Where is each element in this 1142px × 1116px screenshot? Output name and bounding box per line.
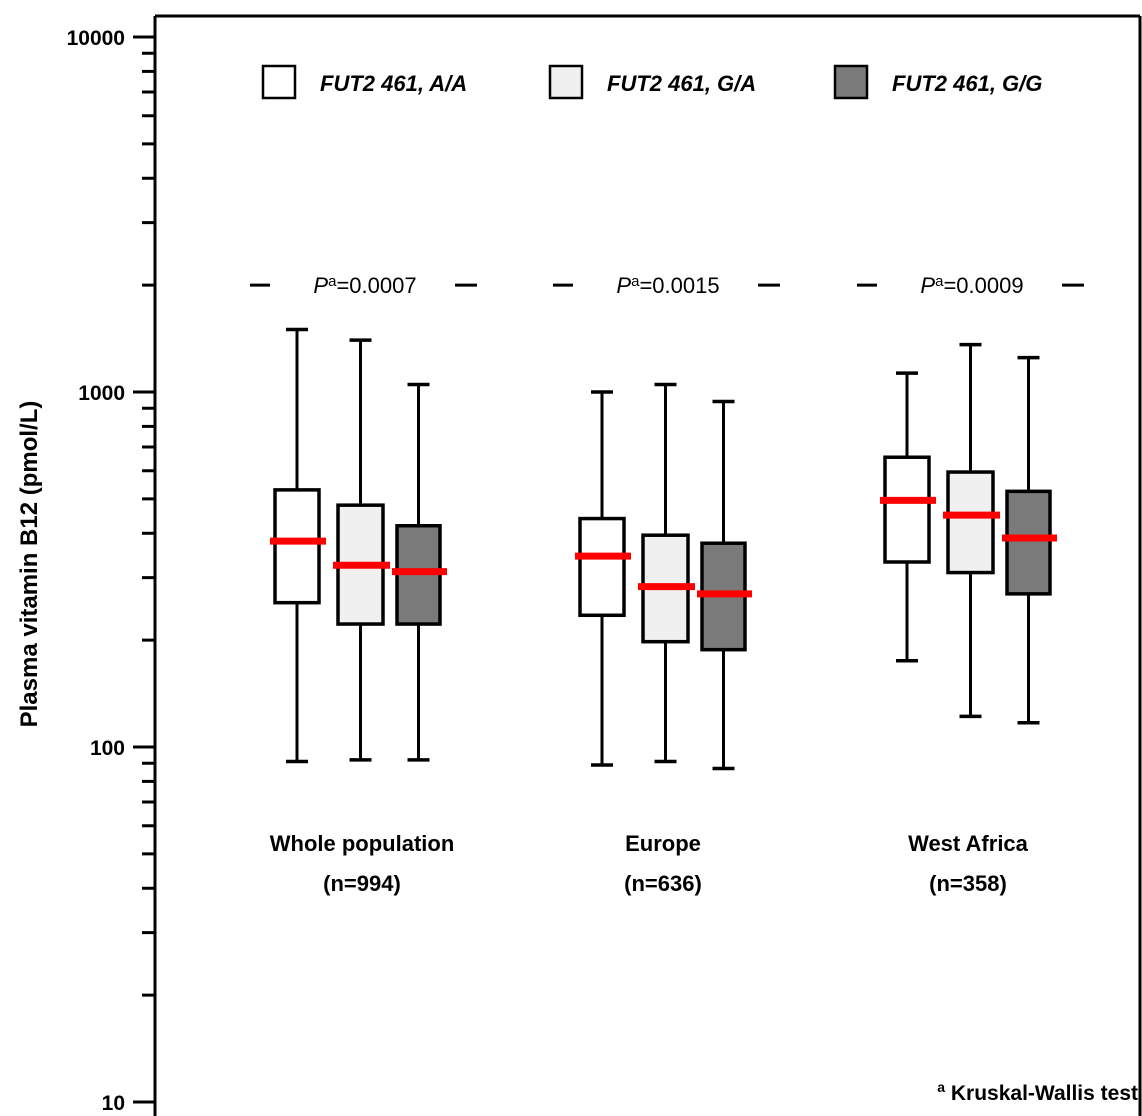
group-label-line2: (n=636) [624, 871, 702, 896]
legend-swatch [548, 64, 584, 100]
iqr-box [1005, 489, 1052, 596]
box-2-2 [1002, 355, 1057, 725]
box-2-1 [943, 342, 1000, 719]
box-1-0 [575, 390, 631, 767]
p-value-2: Pa=0.0009 [857, 273, 1084, 298]
p-value-text: Pa=0.0009 [920, 273, 1023, 298]
legend-entry: FUT2 461, A/A [320, 71, 467, 96]
p-number: =0.0015 [639, 273, 719, 298]
group-label-line2: (n=358) [929, 871, 1007, 896]
footnote-text: Kruskal-Wallis test [945, 1082, 1138, 1105]
group-labels: Whole population (n=994) Europe (n=636) West… [270, 831, 1029, 896]
p-symbol: P [313, 273, 328, 298]
box-2-0 [880, 371, 936, 663]
p-symbol: P [616, 273, 631, 298]
footnote-superscript: a [937, 1079, 945, 1095]
box-1-2 [697, 399, 752, 771]
box-0-1 [333, 338, 390, 762]
p-value-0: Pa=0.0007 [250, 273, 477, 298]
legend: FUT2 461, A/A FUT2 461, G/A FUT2 461, G/G [261, 64, 1042, 100]
y-axis: 10 100 1000 10000 [67, 27, 155, 1115]
group-label-line1: Europe [625, 831, 701, 856]
p-superscript: a [631, 273, 640, 290]
legend-swatch [833, 64, 869, 100]
box-1-1 [638, 382, 695, 764]
footnote: a Kruskal-Wallis test [937, 1079, 1138, 1105]
y-tick-label: 1000 [78, 382, 125, 405]
y-tick-label: 10 [102, 1092, 125, 1115]
p-values: Pa=0.0007 Pa=0.0015 Pa=0.0009 [250, 273, 1084, 298]
y-tick-label: 100 [90, 737, 125, 760]
p-value-text: Pa=0.0007 [313, 273, 416, 298]
y-axis-label: Plasma vitamin B12 (pmol/L) [16, 401, 43, 728]
p-superscript: a [328, 273, 337, 290]
legend-entry: FUT2 461, G/A [607, 71, 756, 96]
legend-entry: FUT2 461, G/G [892, 71, 1042, 96]
group-label-line1: West Africa [908, 831, 1029, 856]
p-superscript: a [935, 273, 944, 290]
box-0-0 [270, 327, 326, 764]
group-label-line2: (n=994) [323, 871, 401, 896]
y-tick-label: 10000 [67, 27, 125, 50]
p-value-text: Pa=0.0015 [616, 273, 719, 298]
p-symbol: P [920, 273, 935, 298]
iqr-box [273, 488, 321, 605]
group-label-line1: Whole population [270, 831, 455, 856]
legend-swatch [261, 64, 297, 100]
p-number: =0.0007 [336, 273, 416, 298]
box-0-2 [392, 382, 447, 762]
boxes [270, 327, 1057, 771]
iqr-box [946, 470, 995, 575]
p-number: =0.0009 [943, 273, 1023, 298]
iqr-box [883, 455, 931, 564]
iqr-box [578, 516, 626, 618]
p-value-1: Pa=0.0015 [553, 273, 780, 298]
